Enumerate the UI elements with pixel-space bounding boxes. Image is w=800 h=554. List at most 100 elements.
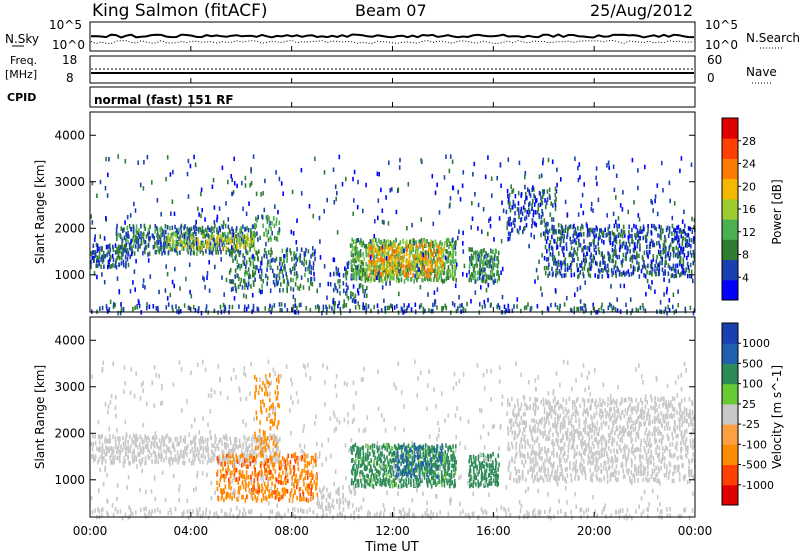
range-cell	[595, 250, 597, 256]
range-cell	[569, 263, 572, 268]
range-cell	[223, 473, 225, 479]
range-cell	[183, 239, 186, 244]
range-cell	[98, 456, 101, 462]
range-cell	[96, 274, 98, 280]
range-cell	[573, 247, 575, 252]
range-cell	[686, 239, 689, 244]
range-cell	[350, 294, 352, 299]
range-cell	[313, 458, 315, 464]
range-cell	[193, 250, 195, 256]
range-cell	[269, 259, 271, 264]
range-cell	[307, 249, 310, 254]
range-cell	[147, 252, 149, 257]
range-cell	[378, 453, 380, 458]
range-cell	[115, 231, 118, 237]
range-cell	[276, 458, 279, 464]
range-cell	[328, 304, 331, 309]
range-cell	[389, 246, 391, 251]
range-cell	[644, 265, 647, 270]
range-cell	[381, 244, 384, 249]
range-cell	[587, 507, 590, 513]
range-cell	[339, 291, 341, 296]
range-cell	[291, 257, 293, 262]
range-cell	[245, 306, 248, 312]
range-cell	[233, 460, 236, 465]
range-cell	[145, 234, 148, 239]
range-cell	[442, 247, 445, 253]
range-cell	[390, 452, 393, 458]
range-cell	[390, 469, 392, 474]
range-cell	[235, 244, 237, 249]
range-cell	[444, 255, 447, 260]
range-cell	[365, 244, 368, 249]
range-cell	[99, 179, 102, 185]
range-cell	[217, 454, 220, 460]
range-cell	[321, 501, 323, 506]
range-cell	[205, 445, 207, 451]
range-cell	[279, 261, 281, 266]
range-cell	[385, 261, 388, 266]
range-cell	[487, 231, 489, 237]
range-cell	[390, 446, 393, 451]
range-cell	[196, 251, 198, 256]
range-cell	[362, 456, 364, 461]
range-cell	[351, 471, 354, 476]
range-cell	[154, 229, 156, 234]
range-cell	[268, 381, 271, 387]
range-cell	[372, 269, 375, 274]
range-cell	[269, 455, 272, 460]
range-cell	[199, 506, 201, 512]
range-cell	[542, 231, 545, 236]
range-cell	[550, 201, 552, 206]
range-cell	[680, 246, 682, 251]
range-cell	[413, 513, 416, 519]
range-cell	[389, 512, 392, 517]
range-cell	[375, 270, 377, 276]
range-cell	[519, 225, 521, 231]
range-cell	[446, 237, 449, 243]
range-cell	[609, 254, 612, 260]
range-cell	[350, 291, 352, 296]
range-cell	[173, 445, 175, 451]
range-cell	[677, 269, 679, 274]
range-cell	[403, 279, 406, 284]
range-cell	[619, 203, 622, 208]
range-cell	[662, 228, 664, 233]
range-cell	[212, 443, 215, 448]
range-cell	[361, 445, 364, 451]
range-cell	[647, 224, 649, 229]
range-cell	[661, 260, 663, 266]
range-cell	[253, 437, 256, 443]
range-cell	[220, 474, 222, 480]
range-cell	[434, 473, 437, 478]
range-cell	[583, 182, 585, 187]
range-cell	[474, 192, 476, 197]
range-cell	[249, 450, 251, 455]
range-cell	[256, 415, 258, 421]
range-cell	[286, 247, 289, 252]
range-cell	[318, 305, 321, 311]
range-cell	[407, 260, 409, 265]
range-cell	[602, 256, 604, 261]
range-cell	[194, 434, 197, 439]
range-cell	[414, 261, 417, 266]
range-cell	[531, 218, 534, 223]
range-cell	[443, 265, 446, 271]
range-cell	[116, 456, 119, 461]
range-cell	[637, 266, 639, 271]
range-cell	[679, 250, 681, 256]
range-cell	[127, 239, 129, 245]
range-cell	[390, 263, 393, 269]
range-cell	[374, 472, 377, 478]
range-cell	[137, 246, 139, 252]
range-cell	[596, 181, 598, 186]
range-cell	[244, 272, 246, 277]
range-cell	[309, 308, 312, 313]
range-cell	[116, 446, 119, 452]
range-cell	[364, 484, 367, 489]
range-cell	[413, 254, 416, 259]
range-cell	[551, 266, 553, 272]
range-cell	[662, 247, 664, 253]
range-cell	[358, 451, 360, 456]
range-cell	[495, 507, 498, 513]
